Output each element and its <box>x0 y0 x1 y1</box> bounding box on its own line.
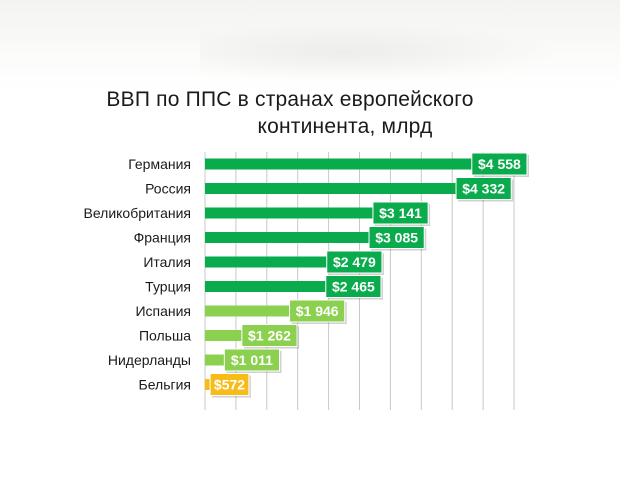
chart-title-line-2: континента, млрд <box>257 115 433 138</box>
value-label: $2 465 <box>332 279 375 295</box>
value-label-box <box>372 201 429 225</box>
category-label: Великобритания <box>83 205 191 221</box>
value-label: $2 479 <box>333 254 376 270</box>
chart-title: ВВП по ППС в странах европейского контин… <box>80 86 540 140</box>
category-label: Россия <box>145 181 191 197</box>
bar-5 <box>205 256 378 268</box>
category-labels: Германия Россия Великобритания Франция Итали… <box>83 156 191 393</box>
bar-4 <box>205 232 421 243</box>
value-label: $1 946 <box>296 303 339 319</box>
value-label-box <box>241 324 298 347</box>
value-label-box <box>209 373 250 396</box>
category-label: Бельгия <box>139 377 191 393</box>
value-label-box <box>289 299 346 323</box>
header-background <box>0 0 620 90</box>
bar-1 <box>205 158 523 170</box>
value-label-box <box>455 177 512 200</box>
bar-2 <box>205 183 508 194</box>
value-label: $3 141 <box>379 205 422 221</box>
value-label: $3 085 <box>375 230 418 246</box>
value-labels: $4 558 $4 332 $3 141 $3 085 $2 479 $2 465 $1 9… <box>209 152 529 398</box>
value-label-box <box>368 226 425 249</box>
value-label-box <box>326 250 383 274</box>
bar-3 <box>205 207 425 219</box>
value-label-box <box>471 152 528 176</box>
bar-6 <box>205 281 377 292</box>
value-label: $4 558 <box>478 156 521 172</box>
category-label: Испания <box>135 303 191 319</box>
category-label: Германия <box>128 156 191 172</box>
category-label: Франция <box>134 230 191 246</box>
category-label: Турция <box>145 279 191 295</box>
value-label: $572 <box>214 377 245 393</box>
value-label-box <box>325 275 382 298</box>
header-decoration <box>200 22 560 82</box>
category-label: Польша <box>139 328 191 344</box>
category-label: Италия <box>143 254 191 270</box>
value-label: $4 332 <box>462 181 505 197</box>
chart-title-line-1: ВВП по ППС в странах европейского <box>106 88 474 111</box>
value-label: $1 262 <box>248 328 291 344</box>
value-label: $1 011 <box>231 352 273 368</box>
bar-7 <box>205 305 341 317</box>
category-label: Нидерланды <box>108 352 191 368</box>
value-label-box <box>223 348 281 372</box>
